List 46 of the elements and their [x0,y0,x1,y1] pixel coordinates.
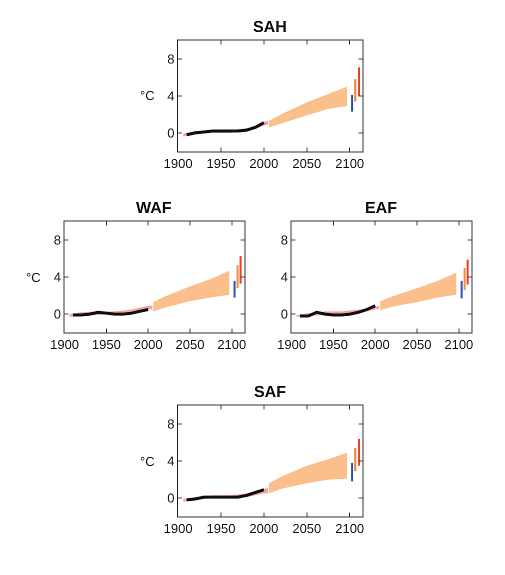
chart-title: SAH [253,19,287,36]
x-tick-label: 1950 [92,337,121,352]
x-tick-label: 1900 [164,521,193,536]
x-tick-label: 2100 [335,156,364,171]
y-axis-title: °C [26,270,41,285]
x-tick-label: 2050 [176,337,204,352]
x-tick-label: 1900 [50,337,80,352]
y-tick-label: 0 [167,490,174,506]
y-tick-label: 8 [54,232,61,248]
x-tick-label: 2100 [335,521,364,536]
x-tick-label: 2050 [402,337,432,352]
y-tick-label: 8 [167,51,174,66]
x-tick-label: 2000 [249,156,278,171]
bar [358,67,360,96]
line-series [298,304,377,318]
y-tick-label: 4 [54,270,61,285]
bar [354,448,356,472]
bar [358,438,360,466]
x-tick-label: 1900 [164,156,193,171]
x-tick-label: 2050 [292,521,322,536]
chart-title: EAF [365,200,398,217]
y-tick-label: 0 [167,125,174,140]
x-tick-label: 2100 [444,337,474,352]
x-tick-label: 2000 [134,337,163,352]
x-tick-label: 1950 [206,156,236,171]
x-tick-label: 1950 [318,337,348,352]
y-tick-label: 8 [280,232,288,248]
y-tick-label: 8 [167,416,174,432]
bar [351,94,354,112]
y-tick-label: 0 [54,306,61,322]
y-axis-title: °C [140,454,155,469]
x-tick-label: 2000 [360,337,390,352]
bar [354,79,356,102]
y-axis-title: °C [140,88,155,103]
chart-title: WAF [136,200,172,217]
y-tick-label: 0 [280,306,288,322]
y-tick-label: 4 [167,454,174,469]
x-tick-label: 1900 [277,337,306,352]
y-tick-label: 4 [167,88,174,104]
bar [351,462,354,482]
x-tick-label: 2000 [249,521,278,536]
x-tick-label: 2100 [217,337,246,352]
y-tick-label: 4 [280,270,288,285]
x-tick-label: 1950 [206,521,236,536]
x-tick-label: 2050 [292,156,322,171]
chart-title: SAF [254,384,286,401]
